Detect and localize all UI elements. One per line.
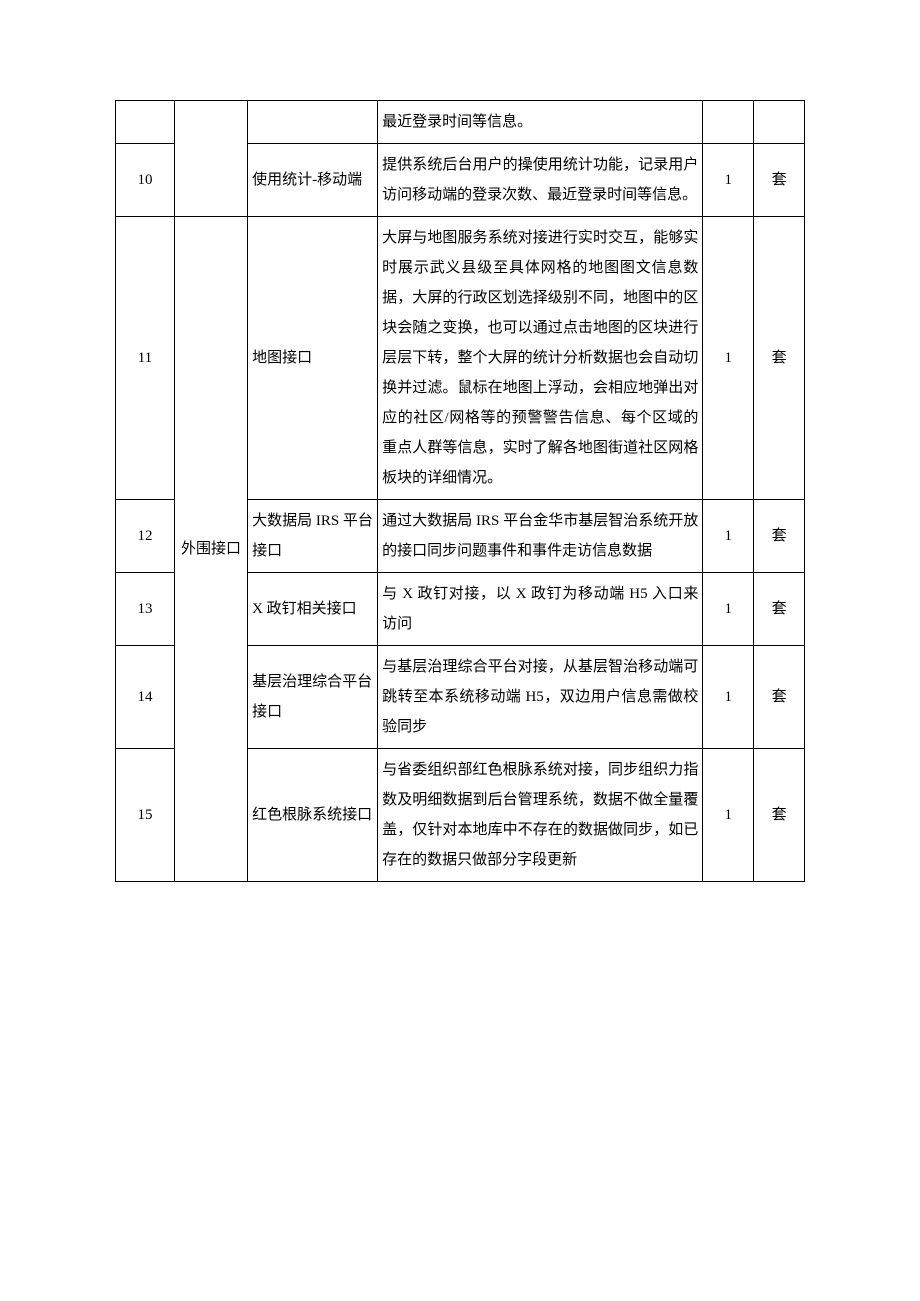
cell-category: 外围接口: [174, 217, 247, 882]
cell-category: [174, 101, 247, 217]
cell-name: 地图接口: [248, 217, 378, 500]
cell-desc: 最近登录时间等信息。: [378, 101, 703, 144]
cell-name: 使用统计-移动端: [248, 144, 378, 217]
cell-unit: [754, 101, 805, 144]
cell-unit: 套: [754, 646, 805, 749]
cell-name: X 政钉相关接口: [248, 573, 378, 646]
cell-desc: 通过大数据局 IRS 平台金华市基层智治系统开放的接口同步问题事件和事件走访信息…: [378, 500, 703, 573]
cell-name: 红色根脉系统接口: [248, 749, 378, 882]
cell-index: 14: [116, 646, 175, 749]
page: 最近登录时间等信息。 10 使用统计-移动端 提供系统后台用户的操使用统计功能，…: [0, 0, 920, 882]
cell-index: 13: [116, 573, 175, 646]
cell-unit: 套: [754, 217, 805, 500]
cell-desc: 提供系统后台用户的操使用统计功能，记录用户访问移动端的登录次数、最近登录时间等信…: [378, 144, 703, 217]
cell-qty: 1: [703, 646, 754, 749]
cell-qty: 1: [703, 217, 754, 500]
cell-index: 12: [116, 500, 175, 573]
cell-desc: 与省委组织部红色根脉系统对接，同步组织力指数及明细数据到后台管理系统，数据不做全…: [378, 749, 703, 882]
cell-desc: 与基层治理综合平台对接，从基层智治移动端可跳转至本系统移动端 H5，双边用户信息…: [378, 646, 703, 749]
cell-unit: 套: [754, 573, 805, 646]
cell-qty: 1: [703, 749, 754, 882]
cell-index: 10: [116, 144, 175, 217]
cell-name: 基层治理综合平台接口: [248, 646, 378, 749]
cell-qty: [703, 101, 754, 144]
cell-desc: 大屏与地图服务系统对接进行实时交互，能够实时展示武义县级至具体网格的地图图文信息…: [378, 217, 703, 500]
cell-name: 大数据局 IRS 平台接口: [248, 500, 378, 573]
cell-index: 15: [116, 749, 175, 882]
spec-table: 最近登录时间等信息。 10 使用统计-移动端 提供系统后台用户的操使用统计功能，…: [115, 100, 805, 882]
cell-desc: 与 X 政钉对接，以 X 政钉为移动端 H5 入口来访问: [378, 573, 703, 646]
cell-unit: 套: [754, 500, 805, 573]
table-row: 11 外围接口 地图接口 大屏与地图服务系统对接进行实时交互，能够实时展示武义县…: [116, 217, 805, 500]
cell-unit: 套: [754, 144, 805, 217]
cell-index: [116, 101, 175, 144]
cell-qty: 1: [703, 500, 754, 573]
cell-qty: 1: [703, 144, 754, 217]
cell-qty: 1: [703, 573, 754, 646]
cell-unit: 套: [754, 749, 805, 882]
table-row: 最近登录时间等信息。: [116, 101, 805, 144]
cell-name: [248, 101, 378, 144]
cell-index: 11: [116, 217, 175, 500]
